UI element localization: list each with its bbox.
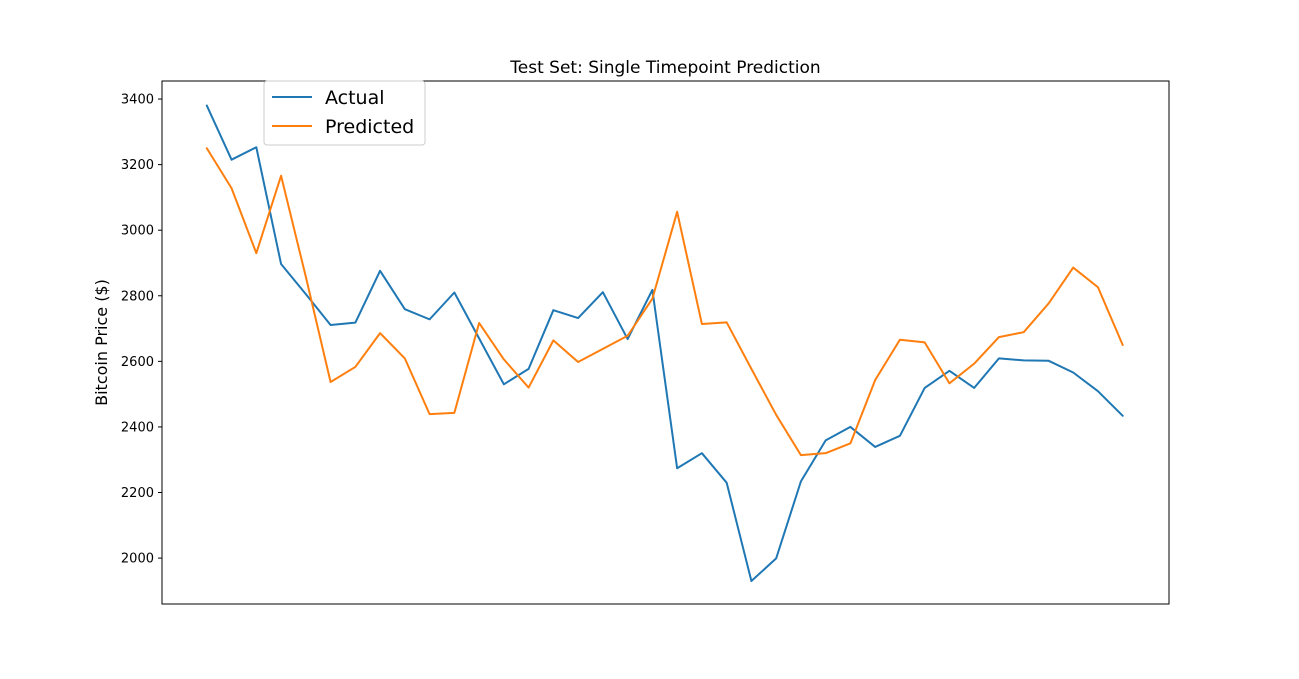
y-axis-label: Bitcoin Price ($): [92, 279, 111, 406]
chart-title: Test Set: Single Timepoint Prediction: [509, 58, 820, 78]
series-line-actual: [205, 104, 1124, 583]
legend: Actual Predicted: [263, 80, 426, 146]
y-tick-label: 2400: [121, 420, 154, 435]
y-tick-label: 3400: [121, 93, 154, 108]
y-tick-label: 2000: [121, 552, 154, 567]
y-tick-label: 2200: [121, 486, 154, 501]
plot-area-frame: [161, 80, 1170, 605]
y-tick-label: 2600: [121, 355, 154, 370]
y-tick-label: 3200: [121, 158, 154, 173]
y-tick-label: 2800: [121, 289, 154, 304]
series-line-predicted: [205, 147, 1124, 457]
y-tick-label: 3000: [121, 224, 154, 239]
y-axis: 2000 2200 2400 2600 2800 3000 3200 3400: [121, 93, 162, 567]
plot-lines: [205, 104, 1124, 583]
legend-label-actual: Actual: [325, 87, 385, 109]
legend-label-predicted: Predicted: [325, 116, 414, 138]
